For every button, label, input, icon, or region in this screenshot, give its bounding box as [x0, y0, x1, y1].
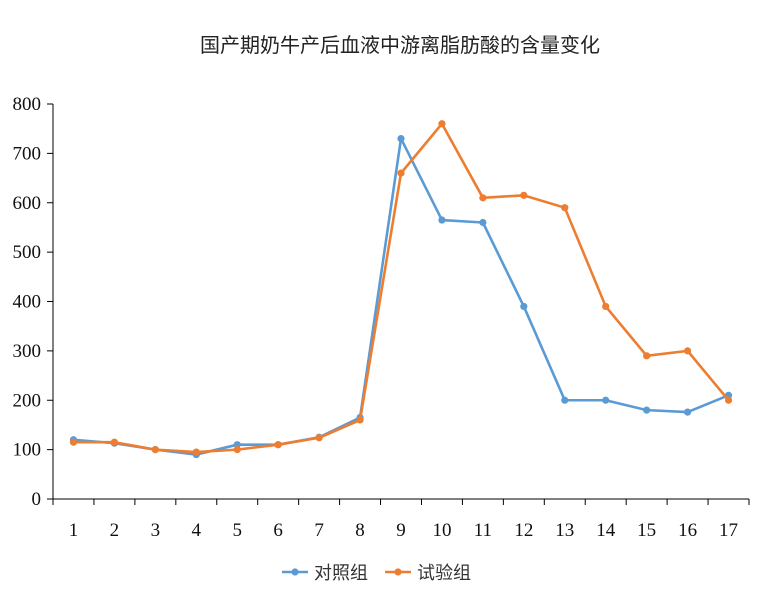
- data-point: [397, 169, 405, 177]
- x-tick-label: 13: [555, 520, 574, 541]
- series-layer: [69, 120, 733, 459]
- legend: 对照组 试验组: [282, 563, 471, 584]
- y-tick-label: 300: [13, 341, 42, 362]
- legend-item: 对照组: [282, 563, 368, 584]
- data-point: [69, 438, 78, 446]
- data-point: [683, 347, 692, 355]
- y-tick-label: 500: [13, 242, 42, 263]
- data-point: [520, 191, 528, 199]
- data-point: [110, 438, 119, 446]
- data-point: [192, 448, 200, 456]
- data-point: [315, 434, 323, 442]
- data-point: [356, 416, 364, 424]
- x-tick-label: 1: [69, 520, 79, 541]
- series-line: [73, 137, 730, 456]
- x-tick-label: 5: [232, 520, 242, 541]
- x-tick-label: 6: [273, 520, 283, 541]
- data-point: [438, 216, 446, 224]
- x-tick-label: 8: [355, 520, 365, 541]
- x-tick-label: 9: [396, 520, 406, 541]
- data-point: [274, 441, 282, 449]
- y-tick-label: 800: [13, 94, 42, 115]
- data-point: [233, 446, 241, 454]
- y-tick-label: 100: [13, 440, 42, 461]
- data-point: [151, 446, 159, 454]
- series-2: [69, 120, 733, 456]
- data-point: [602, 302, 610, 311]
- chart-title: 国产期奶牛产后血液中游离脂肪酸的含量变化: [200, 33, 600, 57]
- x-tick-label: 17: [719, 520, 738, 541]
- x-tick-label: 10: [432, 520, 451, 541]
- data-point: [561, 204, 569, 212]
- x-tick-label: 7: [314, 520, 324, 541]
- x-tick-label: 4: [192, 520, 202, 541]
- y-tick-label: 400: [13, 292, 42, 313]
- legend-label: 试验组: [417, 563, 471, 584]
- data-point: [643, 352, 651, 360]
- y-tick-label: 200: [13, 390, 42, 411]
- x-tick-label: 11: [474, 520, 492, 541]
- x-tick-label: 15: [637, 520, 656, 541]
- y-tick-label: 0: [32, 489, 42, 510]
- legend-swatch-marker: [291, 568, 299, 576]
- data-point: [520, 302, 528, 311]
- legend-item: 试验组: [385, 563, 471, 584]
- x-tick-label: 16: [678, 520, 697, 541]
- data-point: [479, 194, 487, 202]
- x-tick-label: 3: [151, 520, 161, 541]
- x-tick-label: 14: [596, 520, 616, 541]
- legend-swatch-marker: [394, 568, 402, 576]
- data-point: [643, 406, 651, 414]
- data-point: [438, 120, 446, 128]
- data-point: [724, 396, 733, 404]
- legend-label: 对照组: [314, 563, 368, 584]
- data-point: [397, 134, 405, 143]
- x-tick-label: 12: [514, 520, 533, 541]
- data-point: [683, 408, 692, 416]
- x-tick-label: 2: [110, 520, 120, 541]
- data-point: [479, 218, 487, 227]
- data-point: [561, 396, 569, 404]
- data-point: [602, 396, 610, 404]
- y-tick-label: 700: [13, 143, 42, 164]
- data-point: [233, 441, 241, 449]
- y-tick-label: 600: [13, 193, 42, 214]
- series-1: [69, 134, 733, 459]
